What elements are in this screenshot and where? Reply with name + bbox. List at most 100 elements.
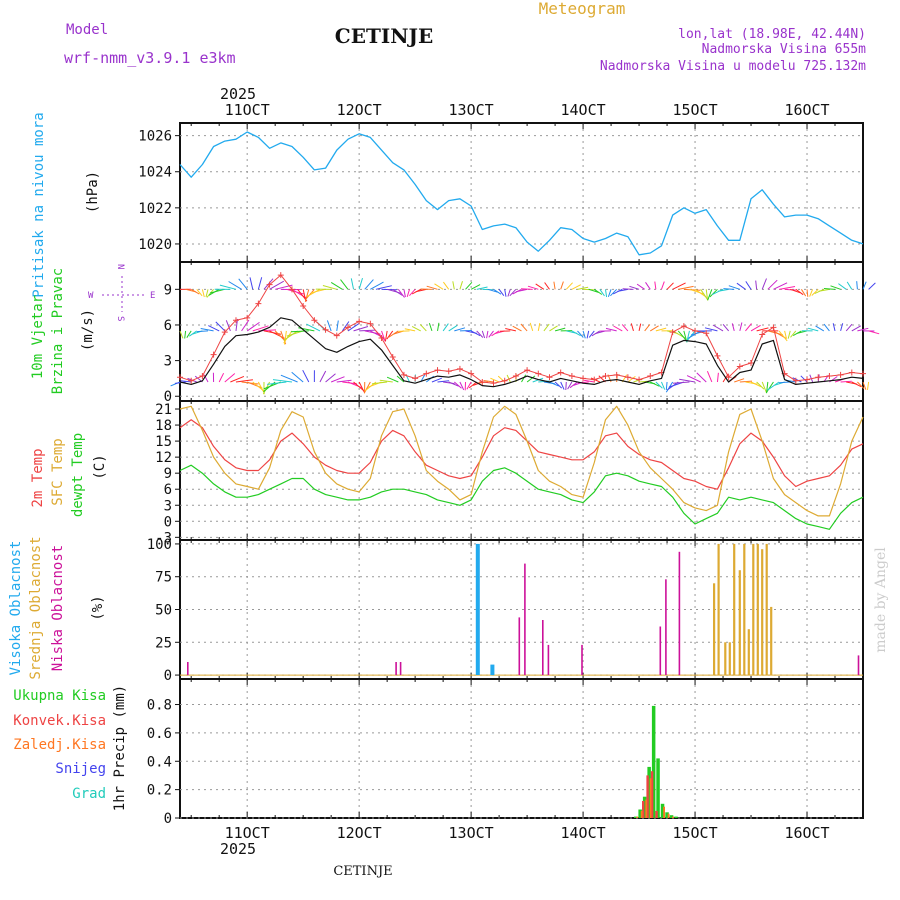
wind-arrow <box>617 288 628 292</box>
wind-arrow <box>218 372 225 383</box>
product-title: Meteogram <box>539 0 626 18</box>
wind-arrow <box>613 325 623 332</box>
wind-arrow <box>205 289 209 298</box>
low-cloud-bar <box>542 620 544 676</box>
mid-cloud-bar <box>770 606 773 676</box>
wind-arrow <box>272 379 293 383</box>
wind-arrow <box>358 381 366 394</box>
wind-arrow <box>225 320 231 332</box>
wind-arrow <box>359 329 376 332</box>
wind-arrow <box>787 330 791 339</box>
wind-arrow <box>736 282 746 290</box>
top-tick-label: 14OCT <box>561 101 606 119</box>
y-tick-label: 1026 <box>138 129 172 145</box>
y-tick-label: 1022 <box>138 201 172 217</box>
wind-arrow <box>554 327 566 332</box>
y-tick-label: 3 <box>164 498 172 514</box>
wind-arrow <box>756 381 765 390</box>
y-tick-label: 50 <box>155 603 172 619</box>
wind-arrow <box>778 286 796 290</box>
wind-arrow <box>778 381 791 384</box>
freezing-rain-bar <box>640 810 643 818</box>
mid-cloud-bar <box>747 629 750 676</box>
wind-arrow <box>627 375 636 383</box>
cloud-ylabel: (%) <box>90 595 106 620</box>
wind-arrow <box>784 330 787 339</box>
wind-arrow <box>750 381 762 388</box>
wind-arrow <box>686 375 701 383</box>
convective-rain-bar <box>655 810 658 818</box>
wind-arrow <box>379 379 393 383</box>
wind-arrow <box>196 289 203 297</box>
wind-arrow <box>607 289 612 297</box>
wind-arrow <box>325 373 336 383</box>
lonlat-label: lon,lat (18.98E, 42.44N) <box>678 27 866 42</box>
wind-arrow <box>773 282 788 290</box>
wind-arrow <box>488 330 494 338</box>
wind-arrow <box>665 381 668 391</box>
cloud-title: Visoka Oblacnost <box>8 541 24 676</box>
wind-arrow <box>347 322 360 332</box>
top-tick-label: 16OCT <box>784 101 829 119</box>
wind-arrow <box>845 323 853 332</box>
mid-cloud-bar <box>765 543 768 675</box>
total-rain-bar <box>660 803 665 818</box>
wind-arrow <box>543 323 550 332</box>
wind-arrow <box>588 288 599 293</box>
wind-arrow <box>761 381 767 393</box>
wind-arrow <box>452 281 455 290</box>
wind-arrow <box>431 377 442 383</box>
wind-arrow <box>712 324 724 332</box>
y-tick-label: 0.8 <box>147 698 172 714</box>
top-tick-label: 12OCT <box>337 101 382 119</box>
panel-frame <box>179 261 864 402</box>
wind-arrow <box>381 330 386 342</box>
cloud-subtitle: Srednja Oblacnost <box>28 536 44 679</box>
wind-arrow <box>767 330 784 336</box>
wind-arrow <box>790 288 801 294</box>
precip-subtitle2: Zaledj.Kisa <box>13 737 106 753</box>
low-cloud-bar <box>678 551 681 676</box>
y-tick-label: 0.4 <box>147 754 172 770</box>
y-tick-label: -3 <box>155 530 172 546</box>
wind-arrow <box>745 281 752 290</box>
wind-arrow <box>586 330 590 339</box>
total-rain-bar <box>656 758 660 818</box>
wind-arrow <box>506 374 511 383</box>
freezing-rain-bar <box>667 813 670 818</box>
compass-east: E <box>150 291 155 301</box>
y-tick-label: 18 <box>155 418 172 434</box>
wind-arrow <box>767 279 778 290</box>
wind-arrow <box>526 375 536 383</box>
wind-arrow <box>419 323 427 332</box>
precip-subtitle: Konvek.Kisa <box>13 713 106 729</box>
wind-arrow <box>341 321 350 332</box>
freezing-rain-bar <box>636 816 639 818</box>
wind-arrow <box>621 324 629 332</box>
wind-arrow <box>336 379 352 383</box>
wind-arrow <box>529 322 534 332</box>
wind-arrow <box>599 289 605 297</box>
wind-arrow <box>560 381 565 390</box>
wind-arrow <box>811 288 819 296</box>
wind-arrow <box>230 375 245 383</box>
wind-arrow <box>767 381 780 391</box>
gust-line <box>179 274 864 384</box>
convective-rain-bar <box>650 771 654 818</box>
total-rain-bar <box>647 766 651 818</box>
wind-arrow <box>306 288 321 298</box>
wind-arrow <box>388 330 399 338</box>
wind-arrow <box>571 284 582 290</box>
wind-arrow <box>448 324 458 332</box>
wind-arrow <box>605 327 617 332</box>
compass-rose: W E N S <box>88 264 155 321</box>
wind-arrow <box>582 330 586 339</box>
wind-arrow <box>520 323 528 332</box>
wind-arrow <box>448 381 459 387</box>
wind-arrow <box>487 288 498 293</box>
wind-arrow <box>269 280 285 290</box>
wind-ylabel: (m/s) <box>80 309 96 351</box>
wind-arrow <box>807 327 819 332</box>
wind-arrow <box>527 285 539 290</box>
wind-arrow <box>267 381 287 385</box>
